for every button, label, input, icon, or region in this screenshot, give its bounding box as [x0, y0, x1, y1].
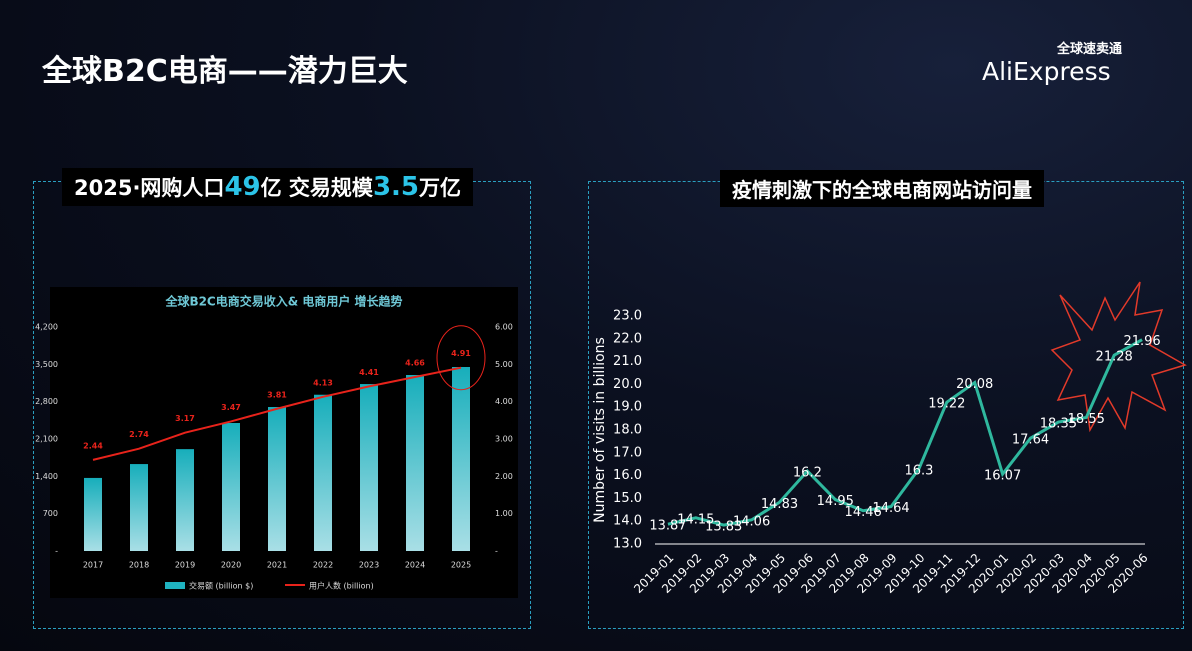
- bar: [176, 449, 194, 551]
- data-label: 2.44: [83, 441, 103, 450]
- data-label: 21.28: [1096, 350, 1133, 365]
- data-label: 14.06: [733, 514, 770, 529]
- y2-tick-label: 6.00: [495, 323, 513, 332]
- y2-tick-label: 4.00: [495, 397, 513, 406]
- line: [667, 338, 1143, 527]
- data-label: 17.64: [1012, 433, 1049, 448]
- y-tick-label: 18.0: [613, 423, 642, 438]
- y-tick-label: 17.0: [613, 445, 642, 460]
- header-text: 2025·网购人口: [74, 176, 225, 200]
- starburst: [1050, 281, 1187, 433]
- data-label: 19.22: [928, 397, 965, 412]
- data-label: 13.87: [649, 519, 686, 534]
- data-label: 14.83: [761, 497, 798, 512]
- y-tick-label: 4,200: [35, 323, 58, 332]
- data-label: 14.64: [872, 501, 909, 516]
- right-header: 疫情刺激下的全球电商网站访问量: [720, 170, 1044, 207]
- y2-tick-label: 2.00: [495, 472, 513, 481]
- y-tick-label: 13.0: [613, 537, 642, 552]
- data-label: 4.91: [451, 349, 471, 358]
- bar: [84, 477, 102, 551]
- x-tick-label: 2020: [221, 561, 241, 570]
- data-label: 4.41: [359, 368, 379, 377]
- header-text: 万亿: [419, 176, 461, 200]
- x-tick-label: 2023: [359, 561, 379, 570]
- header-highlight: 3.5: [372, 172, 419, 202]
- data-label: 16.2: [793, 466, 822, 481]
- x-tick-label: 2021: [267, 561, 287, 570]
- y-tick-label: 19.0: [613, 400, 642, 415]
- data-label: 3.17: [175, 414, 195, 423]
- y-tick-label: 3,500: [35, 360, 58, 369]
- data-label: 21.96: [1123, 334, 1160, 349]
- data-label: 4.66: [405, 359, 425, 368]
- data-label: 4.13: [313, 378, 333, 387]
- data-label: 14.46: [845, 505, 882, 520]
- x-tick-label: 2022: [313, 561, 333, 570]
- y-tick-label: 1,400: [35, 472, 58, 481]
- y2-tick-label: 1.00: [495, 509, 513, 518]
- data-label: 14.15: [677, 512, 714, 527]
- data-label: 2.74: [129, 430, 149, 439]
- bar: [130, 464, 148, 551]
- bar: [406, 375, 424, 551]
- data-label: 3.47: [221, 403, 241, 412]
- y-tick-label: 2,100: [35, 435, 58, 444]
- bar: [360, 384, 378, 551]
- header-text: 亿 交易规模: [260, 176, 373, 200]
- y-tick-label: 15.0: [613, 491, 642, 506]
- data-label: 14.95: [817, 494, 854, 509]
- line: [92, 366, 462, 461]
- y-tick-label: -: [55, 547, 58, 556]
- x-tick-label: 2024: [405, 561, 425, 570]
- data-label: 16.3: [904, 463, 933, 478]
- x-tick-label: 2017: [83, 561, 103, 570]
- y-tick-label: 20.0: [613, 377, 642, 392]
- y-axis-label: Number of visits in billions: [592, 337, 608, 523]
- bar: [222, 423, 240, 551]
- bar: [452, 367, 470, 551]
- logo-subtitle: 全球速卖通: [1056, 42, 1122, 57]
- data-label: 18.35: [1040, 417, 1077, 432]
- logo: 全球速卖通 AliExpress: [982, 38, 1122, 86]
- data-label: 16.07: [984, 469, 1021, 484]
- y-tick-label: 23.0: [613, 309, 642, 324]
- legend-label: 用户人数 (billion): [309, 581, 374, 591]
- data-label: 18.55: [1068, 412, 1105, 427]
- header-highlight: 49: [224, 172, 261, 202]
- chart-title: 全球B2C电商交易收入& 电商用户 增长趋势: [164, 294, 402, 309]
- y-tick-label: 14.0: [613, 514, 642, 529]
- left-header: 2025·网购人口49亿 交易规模3.5万亿: [62, 168, 473, 206]
- logo-name: AliExpress: [982, 57, 1111, 86]
- y2-tick-label: 3.00: [495, 435, 513, 444]
- bar: [268, 407, 286, 551]
- data-label: 3.81: [267, 390, 287, 399]
- highlight-circle: [436, 325, 486, 391]
- y-tick-label: 16.0: [613, 468, 642, 483]
- x-tick-label: 2019: [175, 561, 195, 570]
- data-label: 20.08: [956, 377, 993, 392]
- y2-tick-label: -: [495, 547, 498, 556]
- legend-swatch: [165, 582, 185, 589]
- bar: [314, 394, 332, 551]
- legend-label: 交易额 (billion $): [189, 581, 253, 591]
- y-tick-label: 2,800: [35, 397, 58, 406]
- x-tick-label: 2025: [451, 561, 471, 570]
- y-tick-label: 700: [43, 509, 58, 518]
- slide-title: 全球B2C电商——潜力巨大: [42, 54, 408, 89]
- y2-tick-label: 5.00: [495, 360, 513, 369]
- data-label: 13.83: [705, 520, 742, 535]
- x-tick-label: 2018: [129, 561, 149, 570]
- y-tick-label: 22.0: [613, 331, 642, 346]
- y-tick-label: 21.0: [613, 354, 642, 369]
